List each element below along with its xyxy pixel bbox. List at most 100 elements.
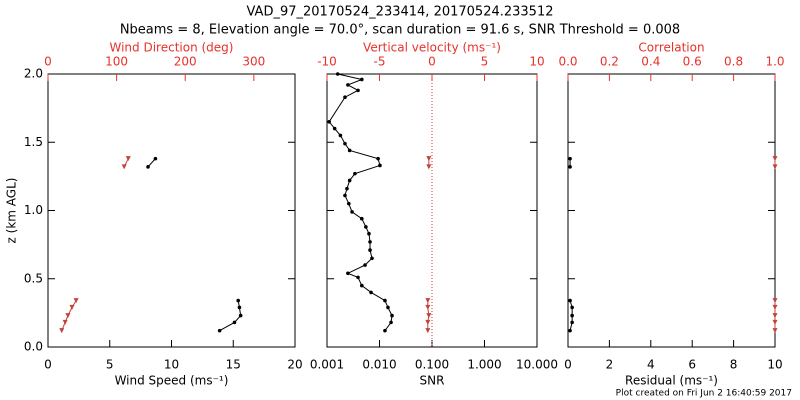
x-tick-label: 0 — [564, 358, 572, 372]
chart-title: VAD_97_20170524_233414, 20170524.233512 — [247, 5, 554, 20]
marker — [350, 210, 354, 214]
marker — [327, 119, 331, 124]
marker — [383, 298, 387, 303]
marker — [378, 163, 382, 168]
marker — [386, 305, 390, 310]
marker — [370, 256, 374, 261]
y-tick-label: 0.0 — [24, 340, 43, 354]
marker — [425, 319, 431, 325]
marker — [347, 178, 352, 183]
x-axis-title: Wind Speed (ms⁻¹) — [115, 374, 229, 388]
marker — [772, 164, 778, 170]
series-line — [219, 300, 242, 332]
marker — [62, 319, 68, 325]
x-tick-label: 1.000 — [467, 358, 501, 372]
marker — [425, 298, 431, 304]
x2-axis-title: Wind Direction (deg) — [110, 41, 234, 55]
marker — [363, 263, 367, 267]
x2-tick-label: 0.0 — [558, 55, 577, 69]
x-tick-label: 0 — [44, 358, 52, 372]
marker — [238, 313, 243, 318]
marker — [426, 156, 432, 162]
marker — [338, 133, 343, 138]
marker — [346, 83, 350, 87]
marker — [346, 201, 351, 206]
marker — [772, 328, 778, 334]
x2-axis-title: Correlation — [638, 41, 704, 55]
marker — [367, 231, 371, 236]
marker — [568, 156, 572, 161]
x-tick-label: 10.000 — [516, 358, 558, 372]
x2-tick-label: 0 — [428, 55, 436, 69]
marker — [237, 305, 242, 310]
marker — [426, 164, 432, 170]
marker — [368, 240, 372, 244]
x-axis-title: Residual (ms⁻¹) — [625, 374, 718, 388]
footer: Plot created on Fri Jun 2 16:40:59 2017 — [616, 389, 792, 399]
chart-subtitle: Nbeams = 8, Elevation angle = 70.0°, sca… — [120, 23, 680, 38]
x2-tick-label: 0.2 — [600, 55, 619, 69]
marker — [568, 298, 572, 303]
marker — [236, 298, 240, 303]
marker — [359, 77, 364, 82]
marker — [232, 320, 237, 325]
marker — [376, 156, 380, 161]
x-axis-title: SNR — [420, 374, 445, 388]
x-tick-label: 5 — [106, 358, 114, 372]
x-tick-label: 10 — [164, 358, 179, 372]
x-tick-label: 6 — [688, 358, 696, 372]
x2-tick-label: 5 — [481, 55, 489, 69]
marker — [343, 95, 347, 100]
plot-frame — [326, 73, 538, 348]
marker — [425, 304, 431, 310]
marker — [359, 283, 364, 288]
x2-tick-label: 0.8 — [724, 55, 743, 69]
marker — [570, 320, 574, 325]
y-tick-label: 1.0 — [24, 203, 43, 217]
marker — [343, 141, 347, 146]
x2-tick-label: 0.6 — [683, 55, 702, 69]
marker — [426, 313, 432, 319]
marker — [369, 290, 373, 295]
marker — [59, 328, 65, 334]
series-line — [147, 158, 156, 168]
plot-frame — [567, 73, 776, 348]
x2-tick-label: 1.0 — [765, 55, 784, 69]
x2-tick-label: 0.4 — [641, 55, 660, 69]
marker — [425, 328, 431, 334]
x-tick-label: 10 — [767, 358, 782, 372]
marker — [345, 186, 349, 191]
marker — [389, 320, 393, 325]
marker — [356, 275, 360, 280]
marker — [69, 304, 75, 310]
x-tick-label: 0.001 — [310, 358, 344, 372]
marker — [356, 88, 360, 93]
y-tick-label: 0.5 — [24, 271, 43, 285]
marker — [568, 165, 572, 169]
marker — [343, 193, 347, 198]
marker — [772, 298, 778, 304]
x-tick-label: 20 — [287, 358, 302, 372]
y-tick-label: 1.5 — [24, 135, 43, 149]
marker — [217, 328, 222, 333]
x-tick-label: 0.100 — [415, 358, 449, 372]
x-tick-label: 15 — [226, 358, 241, 372]
x2-tick-label: -5 — [374, 55, 386, 69]
y-axis-title: z (km AGL) — [5, 178, 19, 244]
marker — [364, 225, 368, 229]
marker — [346, 271, 350, 276]
marker — [383, 328, 387, 333]
marker — [772, 156, 778, 162]
y-tick-label: 2.0 — [24, 67, 43, 81]
marker — [772, 319, 778, 325]
marker — [570, 305, 574, 310]
marker — [121, 164, 127, 170]
marker — [347, 148, 352, 153]
x2-tick-label: 0 — [44, 55, 52, 69]
marker — [368, 248, 372, 252]
x2-tick-label: 200 — [174, 55, 197, 69]
marker — [332, 126, 337, 131]
series-line — [328, 73, 393, 331]
marker — [359, 216, 364, 221]
